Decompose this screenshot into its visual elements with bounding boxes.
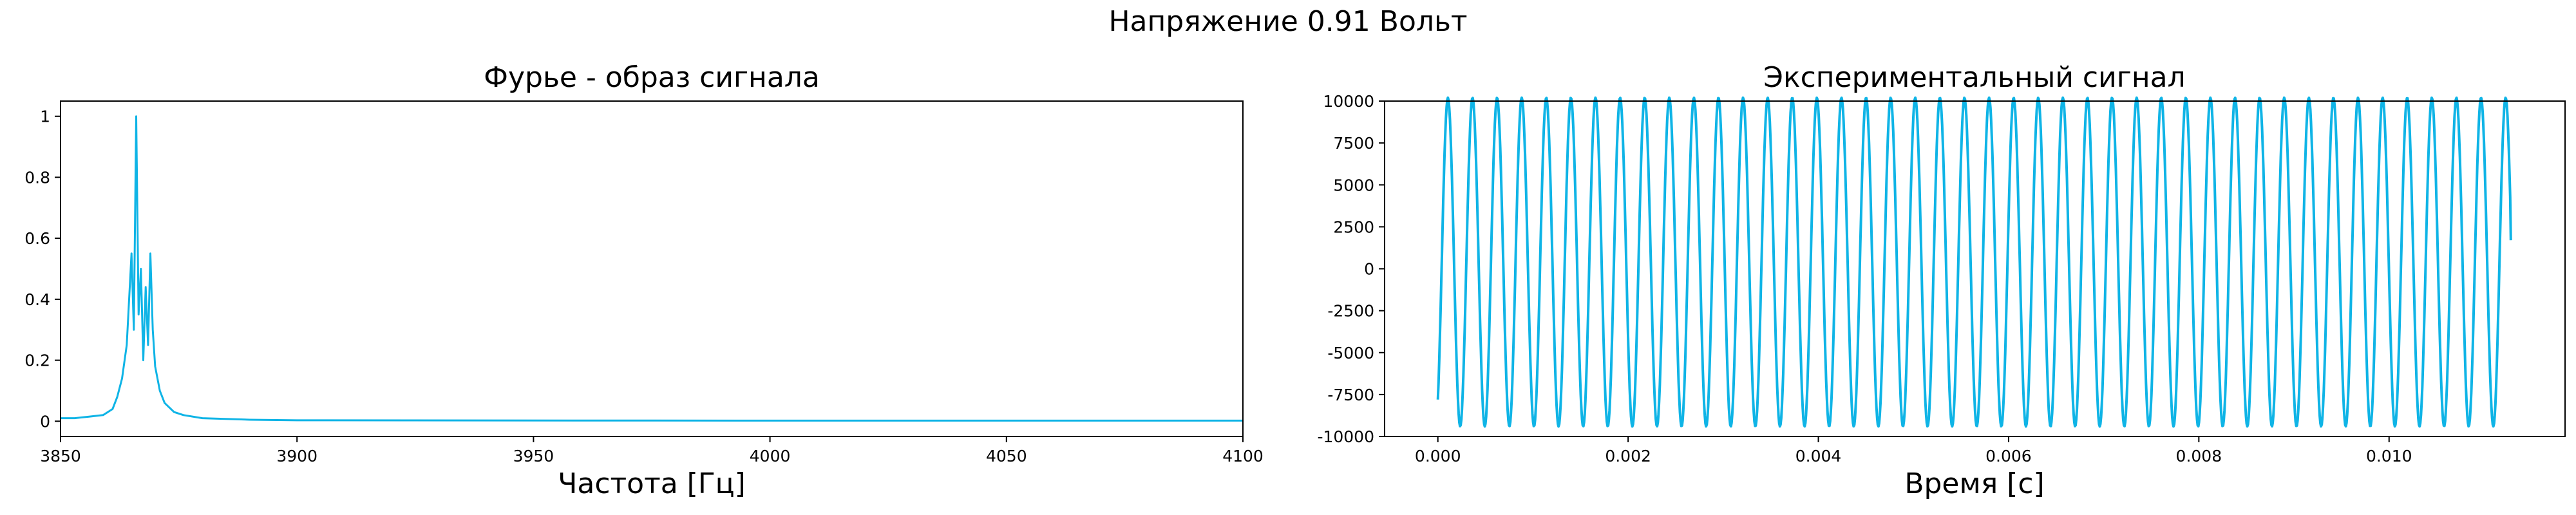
chart-fourier-ytick-label: 0.4 bbox=[24, 290, 50, 309]
chart-fourier-frame bbox=[60, 100, 1244, 437]
chart-signal-xtick-label: 0.002 bbox=[1605, 447, 1651, 465]
chart-signal-ytick-label: -5000 bbox=[1327, 344, 1374, 362]
chart-fourier-xtick-label: 4100 bbox=[1222, 447, 1264, 465]
chart-signal-ytick-label: -10000 bbox=[1317, 427, 1374, 446]
chart-fourier-ytick-label: 0.8 bbox=[24, 168, 50, 187]
chart-fourier-series-line bbox=[61, 115, 1243, 422]
chart-signal-xtick-label: 0.004 bbox=[1795, 447, 1842, 465]
chart-signal-title: Экспериментальный сигнал bbox=[1763, 61, 2185, 94]
chart-signal-ytick-label: 7500 bbox=[1333, 134, 1374, 153]
chart-signal-xlabel: Время [с] bbox=[1904, 467, 2044, 500]
chart-fourier-plot-area bbox=[61, 101, 1243, 436]
figure-suptitle: Напряжение 0.91 Вольт bbox=[1108, 5, 1467, 38]
chart-signal-xtick-label: 0.010 bbox=[2366, 447, 2412, 465]
chart-signal-xtick-label: 0.008 bbox=[2176, 447, 2222, 465]
chart-signal-xtick-label: 0.000 bbox=[1415, 447, 1461, 465]
chart-fourier-title: Фурье - образ сигнала bbox=[484, 61, 820, 94]
chart-fourier-ytick-label: 1 bbox=[40, 108, 50, 126]
chart-fourier-ytick-label: 0.2 bbox=[24, 351, 50, 370]
chart-signal-ytick-label: 2500 bbox=[1333, 218, 1374, 236]
chart-signal-xtick-label: 0.006 bbox=[1985, 447, 2032, 465]
chart-fourier-xtick-label: 3950 bbox=[513, 447, 554, 465]
chart-fourier-ytick-label: 0 bbox=[40, 412, 50, 431]
chart-signal-series-line bbox=[1436, 96, 2512, 428]
chart-signal-ytick-label: -2500 bbox=[1327, 302, 1374, 321]
chart-fourier: Фурье - образ сигнала 3850 3900 3950 4000 40… bbox=[24, 61, 1264, 500]
chart-fourier-xtick-label: 4050 bbox=[986, 447, 1027, 465]
chart-fourier-xtick-label: 4000 bbox=[750, 447, 791, 465]
chart-signal: Экспериментальный сигнал 0.000 0.002 0.004… bbox=[1317, 61, 2566, 500]
chart-signal-ytick-label: 10000 bbox=[1323, 92, 1374, 111]
chart-fourier-xtick-label: 3850 bbox=[40, 447, 81, 465]
chart-signal-frame bbox=[1384, 100, 2566, 437]
chart-signal-ytick-label: 5000 bbox=[1333, 176, 1374, 194]
chart-signal-ytick-label: -7500 bbox=[1327, 386, 1374, 404]
chart-signal-ytick-label: 0 bbox=[1364, 260, 1374, 279]
chart-fourier-xlabel: Частота [Гц] bbox=[558, 467, 746, 500]
chart-fourier-ytick-label: 0.6 bbox=[24, 229, 50, 248]
chart-fourier-xtick-label: 3900 bbox=[276, 447, 317, 465]
